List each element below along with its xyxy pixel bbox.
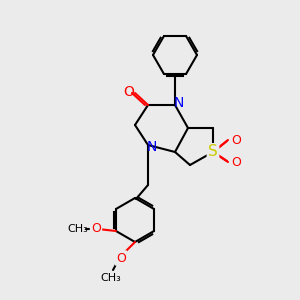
Text: CH₃: CH₃ bbox=[68, 224, 88, 234]
Text: O: O bbox=[231, 155, 241, 169]
Text: O: O bbox=[116, 251, 126, 265]
Text: O: O bbox=[91, 221, 101, 235]
Text: CH₃: CH₃ bbox=[100, 273, 122, 283]
Text: O: O bbox=[231, 134, 241, 146]
Text: S: S bbox=[208, 145, 218, 160]
Text: N: N bbox=[147, 140, 157, 154]
Text: N: N bbox=[174, 96, 184, 110]
Text: O: O bbox=[124, 85, 134, 99]
